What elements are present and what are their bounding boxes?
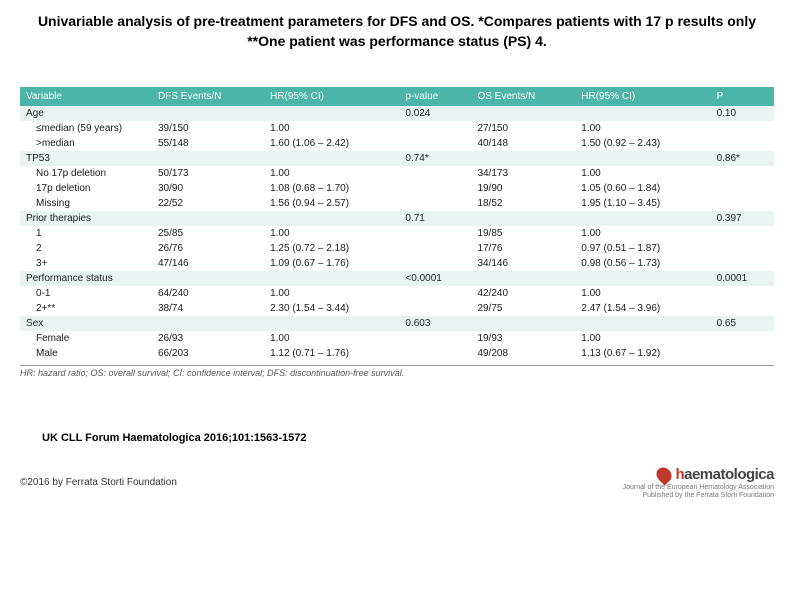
col-hr1: HR(95% CI) bbox=[264, 87, 399, 106]
col-variable: Variable bbox=[20, 87, 152, 106]
table-row: >median55/1481.60 (1.06 – 2.42)40/1481.5… bbox=[20, 136, 774, 151]
col-dfs-events: DFS Events/N bbox=[152, 87, 264, 106]
table-row: 125/851.0019/851.00 bbox=[20, 226, 774, 241]
publisher-logo: haematologica Journal of the European He… bbox=[623, 466, 774, 499]
table-row: Female26/931.0019/931.00 bbox=[20, 331, 774, 346]
group-row: Age0.0240.10 bbox=[20, 106, 774, 121]
group-row: Sex0.6030.65 bbox=[20, 316, 774, 331]
table-row: 2+**38/742.30 (1.54 – 3.44)29/752.47 (1.… bbox=[20, 301, 774, 316]
table-row: 3+47/1461.09 (0.67 – 1.76)34/1460.98 (0.… bbox=[20, 256, 774, 271]
table-row: Missing22/521.56 (0.94 – 2.57)18/521.95 … bbox=[20, 196, 774, 211]
copyright: ©2016 by Ferrata Storti Foundation bbox=[20, 477, 177, 488]
table-row: ≤median (59 years)39/1501.0027/1501.00 bbox=[20, 121, 774, 136]
citation: UK CLL Forum Haematologica 2016;101:1563… bbox=[42, 432, 774, 444]
col-p1: p-value bbox=[399, 87, 471, 106]
page-title: Univariable analysis of pre-treatment pa… bbox=[20, 12, 774, 51]
table-row: 226/761.25 (0.72 – 2.18)17/760.97 (0.51 … bbox=[20, 241, 774, 256]
table-row: 17p deletion30/901.08 (0.68 – 1.70)19/90… bbox=[20, 181, 774, 196]
group-row: Performance status<0.00010.0001 bbox=[20, 271, 774, 286]
table-row: 0-164/2401.0042/2401.00 bbox=[20, 286, 774, 301]
table-row: Male66/2031.12 (0.71 – 1.76)49/2081.13 (… bbox=[20, 346, 774, 361]
col-os-events: OS Events/N bbox=[471, 87, 575, 106]
table-row: No 17p deletion50/1731.0034/1731.00 bbox=[20, 166, 774, 181]
drop-icon bbox=[654, 464, 675, 485]
table-header-row: Variable DFS Events/N HR(95% CI) p-value… bbox=[20, 87, 774, 106]
col-p2: P bbox=[711, 87, 774, 106]
group-row: TP530.74*0.86* bbox=[20, 151, 774, 166]
col-hr2: HR(95% CI) bbox=[575, 87, 710, 106]
table-footnote: HR: hazard ratio; OS: overall survival; … bbox=[20, 365, 774, 378]
group-row: Prior therapies0.710.397 bbox=[20, 211, 774, 226]
data-table: Variable DFS Events/N HR(95% CI) p-value… bbox=[20, 87, 774, 361]
